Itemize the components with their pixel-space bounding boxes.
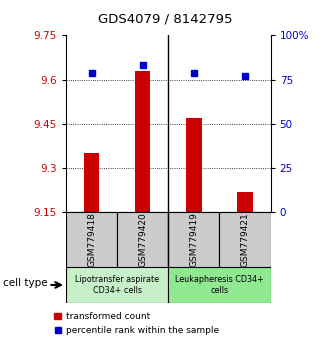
Bar (135, 71, 150, 212)
Bar (66, 212, 117, 267)
Legend: transformed count, percentile rank within the sample: transformed count, percentile rank withi… (54, 313, 219, 335)
Bar (237, 192, 253, 212)
Text: GSM779421: GSM779421 (241, 212, 249, 267)
Bar (186, 118, 202, 212)
Text: GSM779420: GSM779420 (138, 212, 147, 267)
Text: GSM779419: GSM779419 (189, 212, 198, 267)
Text: cell type: cell type (3, 278, 48, 288)
Text: Leukapheresis CD34+
cells: Leukapheresis CD34+ cells (175, 275, 264, 295)
Text: GDS4079 / 8142795: GDS4079 / 8142795 (98, 12, 232, 25)
Bar (219, 212, 271, 267)
Bar (84, 153, 99, 212)
Text: GSM779418: GSM779418 (87, 212, 96, 267)
Text: Lipotransfer aspirate
CD34+ cells: Lipotransfer aspirate CD34+ cells (75, 275, 159, 295)
Bar (168, 212, 219, 267)
Bar (117, 212, 168, 267)
Bar (66, 267, 168, 303)
Bar (168, 267, 271, 303)
